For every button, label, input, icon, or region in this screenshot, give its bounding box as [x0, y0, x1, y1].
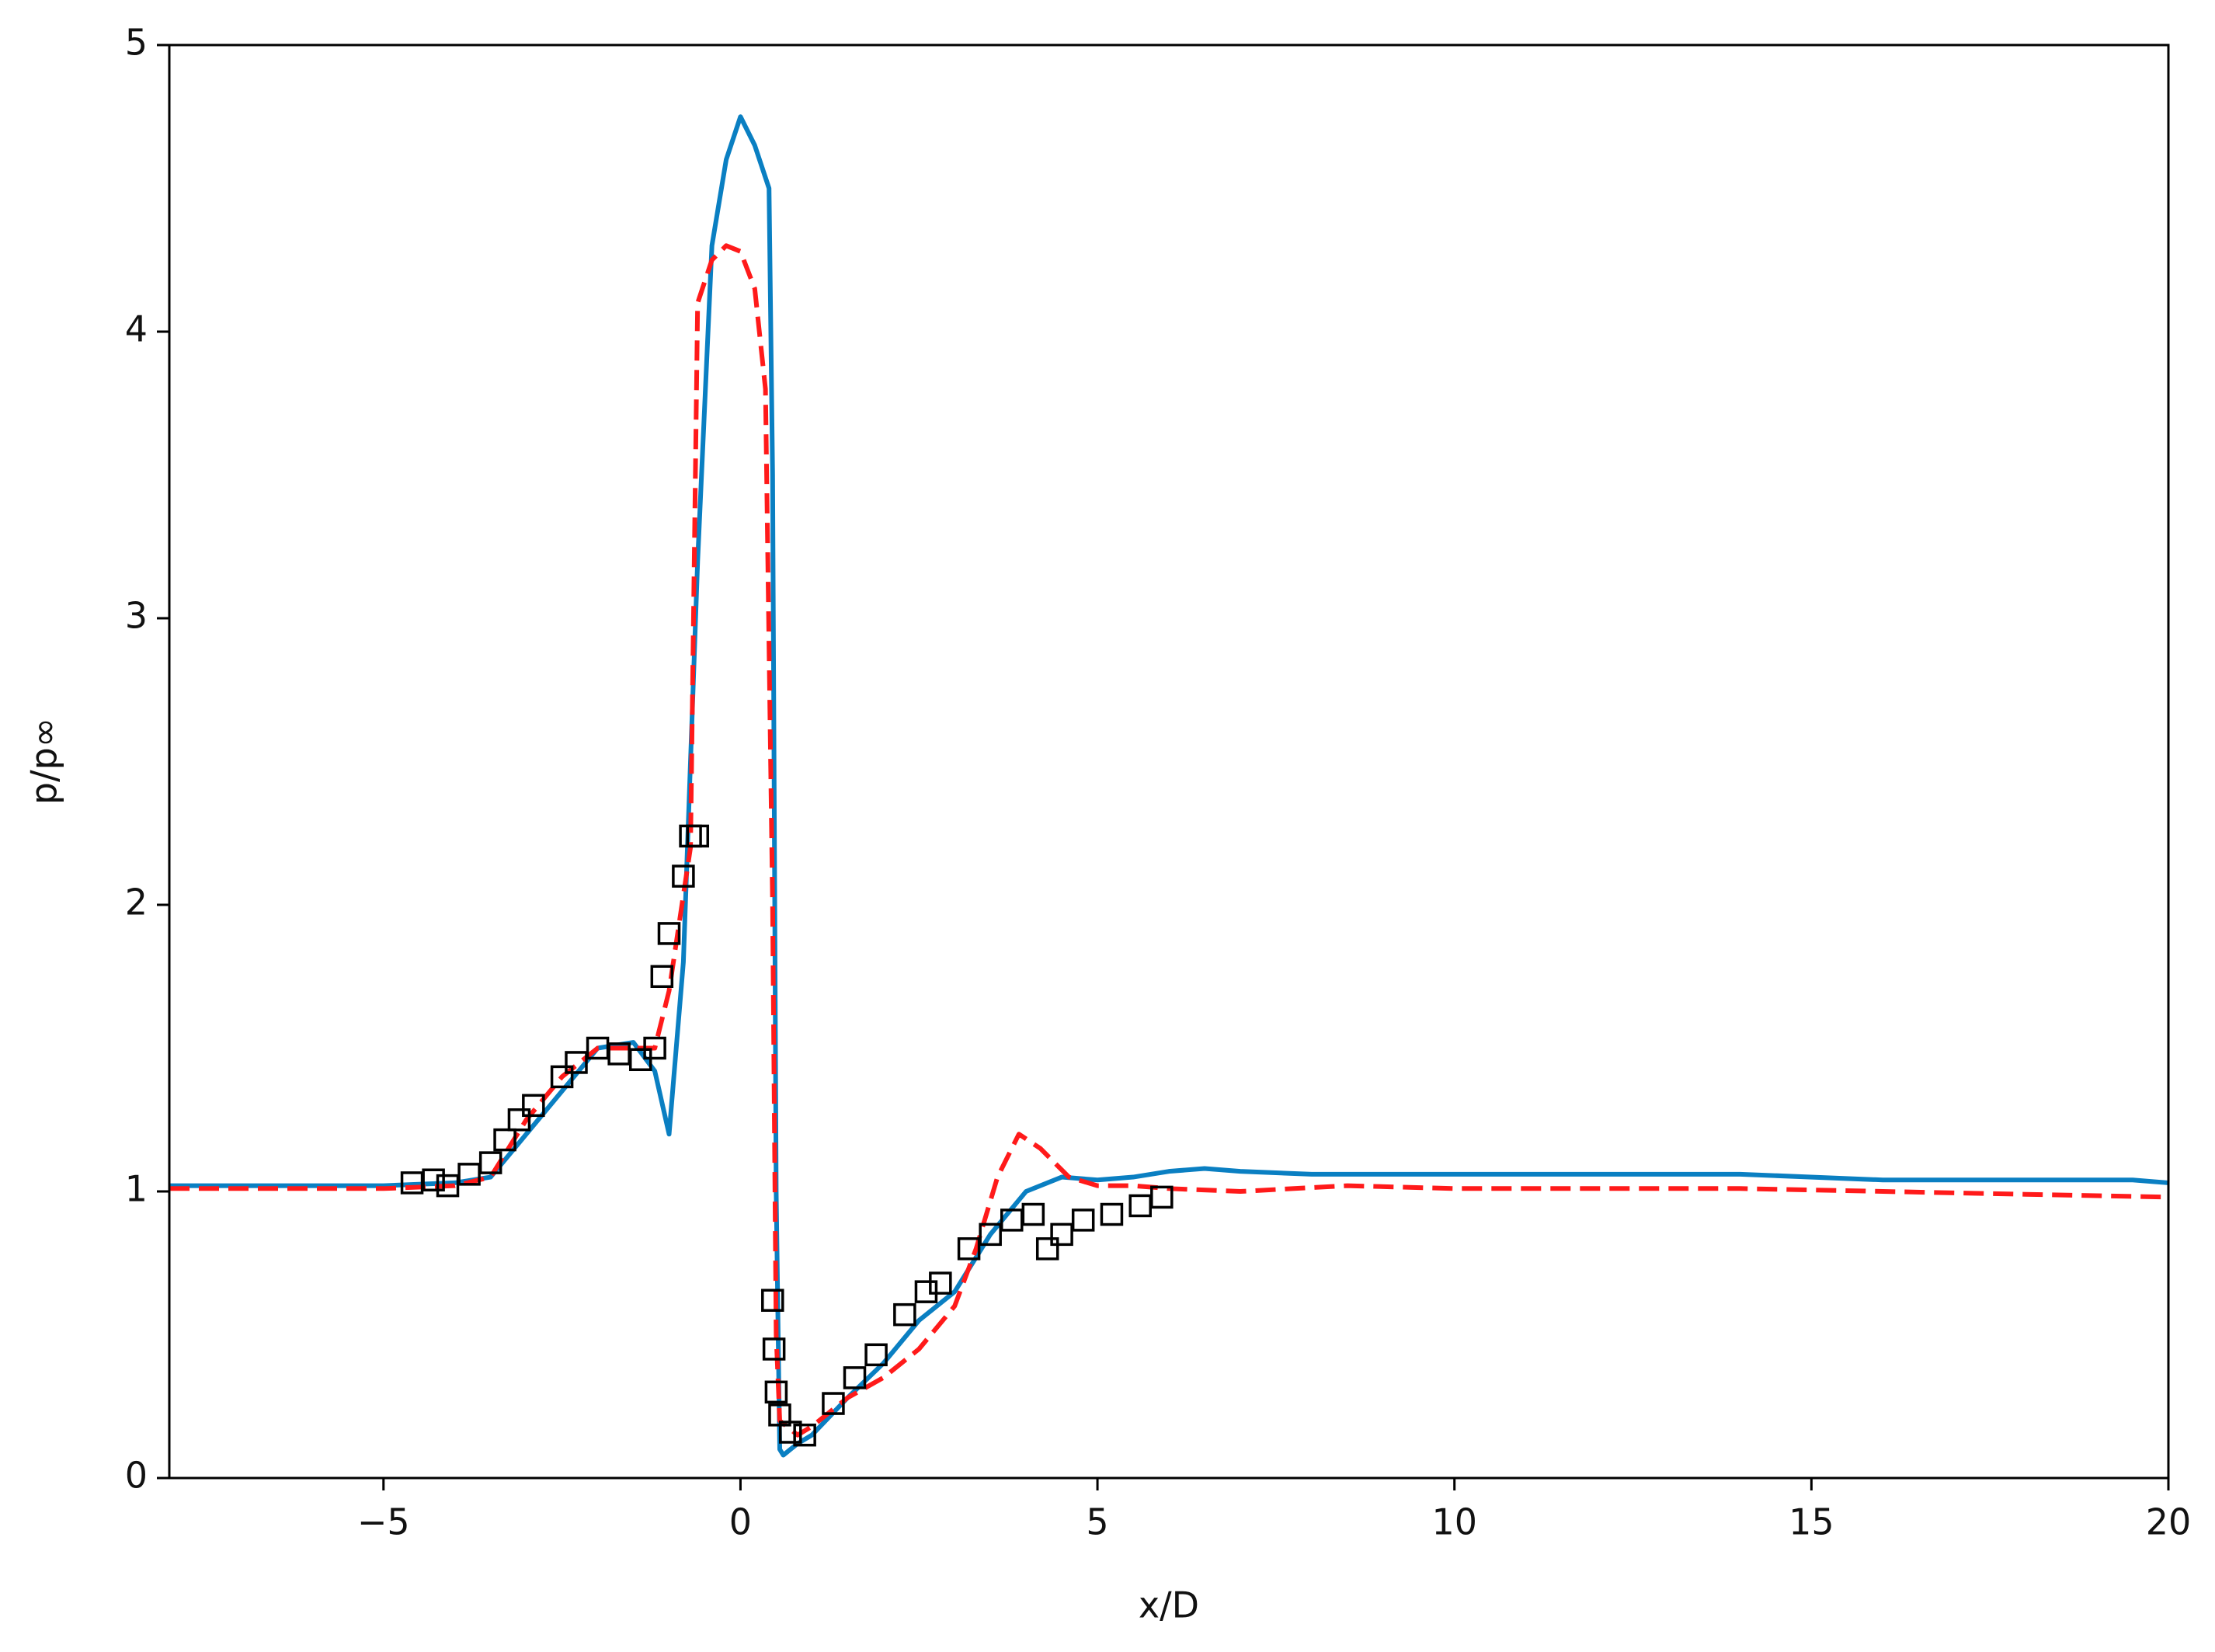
marker	[422, 1168, 445, 1191]
marker	[686, 824, 710, 848]
marker	[657, 922, 681, 945]
marker	[628, 1048, 652, 1072]
marker	[793, 1423, 816, 1447]
marker	[957, 1237, 981, 1261]
marker	[550, 1065, 574, 1089]
marker	[522, 1094, 545, 1118]
marker	[779, 1421, 802, 1444]
y-tick-label: 4	[125, 308, 148, 350]
marker	[1035, 1237, 1059, 1261]
marker	[672, 864, 695, 888]
marker	[914, 1280, 938, 1303]
marker	[1128, 1194, 1152, 1218]
marker	[1050, 1222, 1073, 1247]
marker	[843, 1366, 867, 1389]
x-axis-label: x/D	[1139, 1584, 1199, 1626]
x-tick-label: 20	[2146, 1501, 2192, 1543]
marker	[979, 1222, 1002, 1247]
marker	[929, 1271, 952, 1295]
marker	[1071, 1209, 1095, 1232]
marker	[650, 965, 674, 988]
marker	[1021, 1202, 1045, 1226]
x-tick-label: 5	[1086, 1501, 1108, 1543]
marker	[643, 1036, 666, 1060]
marker	[1100, 1202, 1124, 1226]
marker	[761, 1289, 784, 1312]
y-tick-label: 5	[125, 22, 148, 64]
marker	[436, 1174, 460, 1198]
marker	[764, 1380, 788, 1404]
x-tick-label: 15	[1789, 1501, 1834, 1543]
y-axis-label: p/p∞	[23, 718, 65, 805]
marker	[864, 1343, 888, 1367]
x-tick-label: −5	[357, 1501, 410, 1543]
y-tick-label: 3	[125, 595, 148, 637]
x-tick-label: 0	[729, 1501, 752, 1543]
marker	[1150, 1185, 1174, 1209]
y-tick-label: 2	[125, 882, 148, 923]
marker	[478, 1151, 502, 1174]
marker	[762, 1337, 786, 1361]
y-tick-label: 0	[125, 1455, 148, 1497]
x-tick-label: 10	[1431, 1501, 1477, 1543]
marker	[822, 1392, 845, 1415]
series-line	[169, 243, 2169, 1438]
marker	[565, 1051, 588, 1074]
series-line	[169, 114, 2169, 1458]
y-tick-label: 1	[125, 1168, 148, 1210]
marker	[893, 1302, 916, 1327]
marker	[507, 1108, 531, 1132]
marker	[457, 1163, 481, 1186]
plot-frame	[168, 43, 2170, 1480]
marker	[493, 1128, 516, 1152]
